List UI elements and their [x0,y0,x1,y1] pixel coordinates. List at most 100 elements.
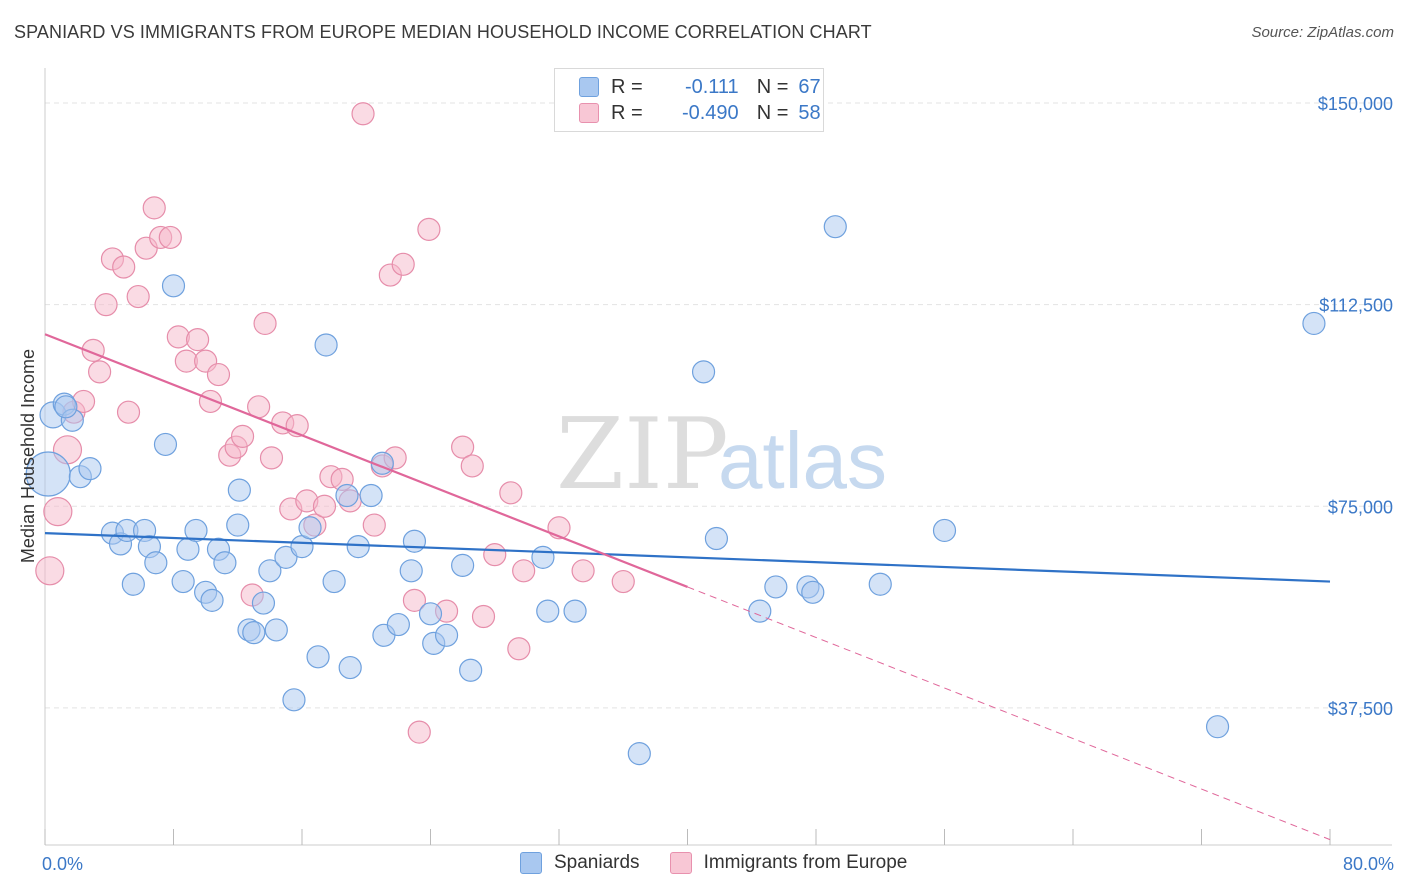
europe-point [185,327,210,352]
europe-point [259,446,284,470]
series-legend: Spaniards Immigrants from Europe [520,852,937,874]
spaniards-point [282,688,306,712]
europe-point [88,360,112,384]
europe-point [351,102,375,126]
europe-point [471,604,496,629]
spaniards-point [399,559,423,583]
spaniards-point [213,551,237,575]
spaniards-point [536,599,560,623]
spaniards-point [1302,311,1326,336]
spaniards-point [251,591,276,615]
spaniards-point [823,215,847,239]
trend-lines [44,333,1331,841]
spaniards-point [386,612,410,637]
europe-point [35,556,65,586]
europe-point [362,513,386,537]
spaniards-point [338,655,362,680]
europe-point [94,293,118,317]
europe-point [166,325,190,349]
spaniards-point [322,569,346,594]
r-value-europe: -0.490 [681,101,739,124]
spaniards-point [184,518,208,543]
spaniards-point [306,645,330,669]
spaniards-point [335,483,359,508]
europe-point [206,362,231,387]
x-tick-label-max: 80.0% [1343,854,1394,874]
swatch-europe [579,103,599,123]
r-label: R = [611,101,643,124]
chart-title: SPANIARD VS IMMIGRANTS FROM EUROPE MEDIA… [14,22,872,42]
spaniards-point [704,526,729,551]
spaniards-point [531,545,555,569]
europe-point [253,311,277,336]
spaniards-point [764,575,788,599]
spaniards-point [418,602,443,626]
legend-swatch-europe [669,852,692,874]
spaniards-point [171,569,195,594]
n-label: N = [756,75,789,98]
r-label: R = [611,75,643,98]
europe-point [451,435,475,459]
spaniards-point [121,572,145,596]
europe-point [112,255,136,279]
legend-label-europe: Immigrants from Europe [703,852,908,873]
europe-point [499,481,523,505]
spaniards-point [298,516,322,540]
spaniards-point [346,534,370,559]
spaniards-point [226,513,250,537]
n-label: N = [756,101,789,124]
legend-row-spaniards: R = -0.111 N = 67 [579,75,821,99]
europe-point [391,252,415,276]
spaniards-point [451,553,475,578]
spaniards-point [153,432,178,457]
europe-point [312,494,337,518]
legend-item-europe: Immigrants from Europe [669,852,908,874]
y-tick-label: $112,500 [1319,296,1393,316]
europe-point [198,389,223,414]
spaniards-point [434,623,459,647]
spaniards-point [54,395,78,419]
n-value-europe: 58 [798,101,821,124]
spaniards-point [563,599,587,623]
spaniards-point [200,588,224,612]
europe-point [116,400,141,424]
spaniards-point [868,572,892,596]
europe-trend-line [44,333,688,588]
watermark-atlas: atlas [718,416,887,505]
europe-point [126,284,150,309]
europe-point [507,637,531,661]
europe-point [230,424,255,448]
spaniards-point [691,360,716,384]
europe-point [512,559,536,583]
europe-point [460,454,484,478]
europe-point [402,588,427,612]
spaniards-point [627,741,651,766]
spaniards-point [359,483,383,508]
spaniards-point [78,457,102,481]
spaniards-point [258,559,282,583]
spaniards-point [459,658,483,682]
spaniards-point [161,274,186,298]
europe-trend-extension [687,586,1331,841]
axes: $37,500 $75,000 $112,500 $150,000 0.0% 80.0% [42,68,1394,874]
europe-point [407,720,431,744]
spaniards-point [1205,715,1230,739]
spaniards-point [144,551,168,575]
europe-point [417,217,441,241]
swatch-spaniards [579,77,599,97]
y-tick-label: $150,000 [1318,94,1393,114]
spaniards-point [242,621,266,645]
r-value-spaniards: -0.111 [684,75,739,98]
source-credit: Source: ZipAtlas.com [1251,24,1394,41]
europe-point [571,559,595,583]
europe-point [611,569,635,594]
europe-points [35,102,635,744]
legend-row-europe: R = -0.490 N = 58 [579,101,821,125]
spaniards-point [264,618,288,642]
stats-legend: R = -0.111 N = 67 R = -0.490 N = 58 [554,68,824,132]
spaniards-point [402,529,427,553]
y-tick-label: $75,000 [1328,497,1393,517]
spaniards-points [25,215,1326,766]
x-tick-label-min: 0.0% [42,854,83,874]
